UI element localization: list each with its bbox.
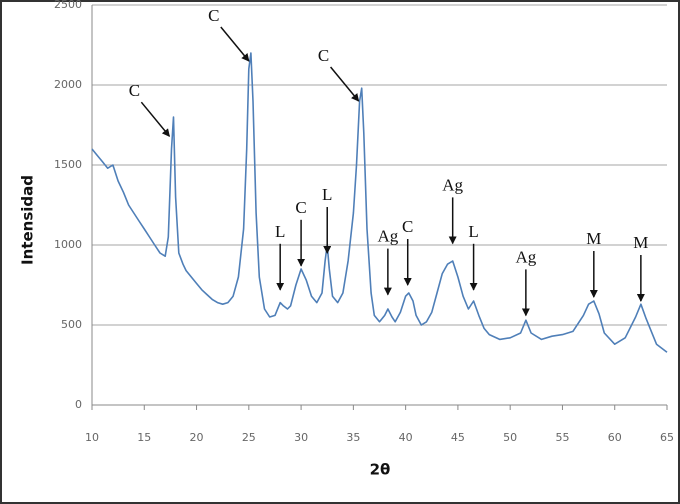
x-tick-label: 40 xyxy=(399,431,413,444)
annotation-label: L xyxy=(468,222,478,241)
annotation-label: L xyxy=(275,222,285,241)
y-axis-label: Intensidad xyxy=(19,175,37,265)
x-tick-label: 30 xyxy=(294,431,308,444)
y-tick-label: 500 xyxy=(61,318,82,331)
x-tick-label: 10 xyxy=(85,431,99,444)
data-line xyxy=(91,52,668,353)
x-axis-label: 2θ xyxy=(370,461,391,479)
annotation-label: M xyxy=(586,229,601,248)
x-tick-label: 65 xyxy=(660,431,674,444)
annotation-label: C xyxy=(402,217,413,236)
annotation-arrow xyxy=(220,26,250,62)
annotation-label: C xyxy=(318,46,329,65)
y-tick-label: 2000 xyxy=(54,78,82,91)
y-tick-label: 2500 xyxy=(54,0,82,11)
x-tick-label: 55 xyxy=(555,431,569,444)
annotation-label: Ag xyxy=(442,175,463,194)
annotation-label: M xyxy=(633,233,648,252)
y-tick-label: 1500 xyxy=(54,158,82,171)
annotation-label: Ag xyxy=(515,247,536,266)
annotation-label: C xyxy=(295,198,306,217)
annotation-arrow xyxy=(330,66,360,102)
x-tick-label: 15 xyxy=(137,431,151,444)
x-tick-label: 35 xyxy=(346,431,360,444)
x-tick-label: 60 xyxy=(608,431,622,444)
y-tick-label: 1000 xyxy=(54,238,82,251)
y-tick-label: 0 xyxy=(75,398,82,411)
annotation-label: Ag xyxy=(377,227,398,246)
annotation-arrow xyxy=(140,101,170,137)
x-tick-label: 50 xyxy=(503,431,517,444)
annotation-label: L xyxy=(322,185,332,204)
annotation-label: C xyxy=(208,6,219,25)
x-tick-label: 20 xyxy=(190,431,204,444)
x-tick-label: 25 xyxy=(242,431,256,444)
annotation-label: C xyxy=(129,81,140,100)
x-tick-label: 45 xyxy=(451,431,465,444)
